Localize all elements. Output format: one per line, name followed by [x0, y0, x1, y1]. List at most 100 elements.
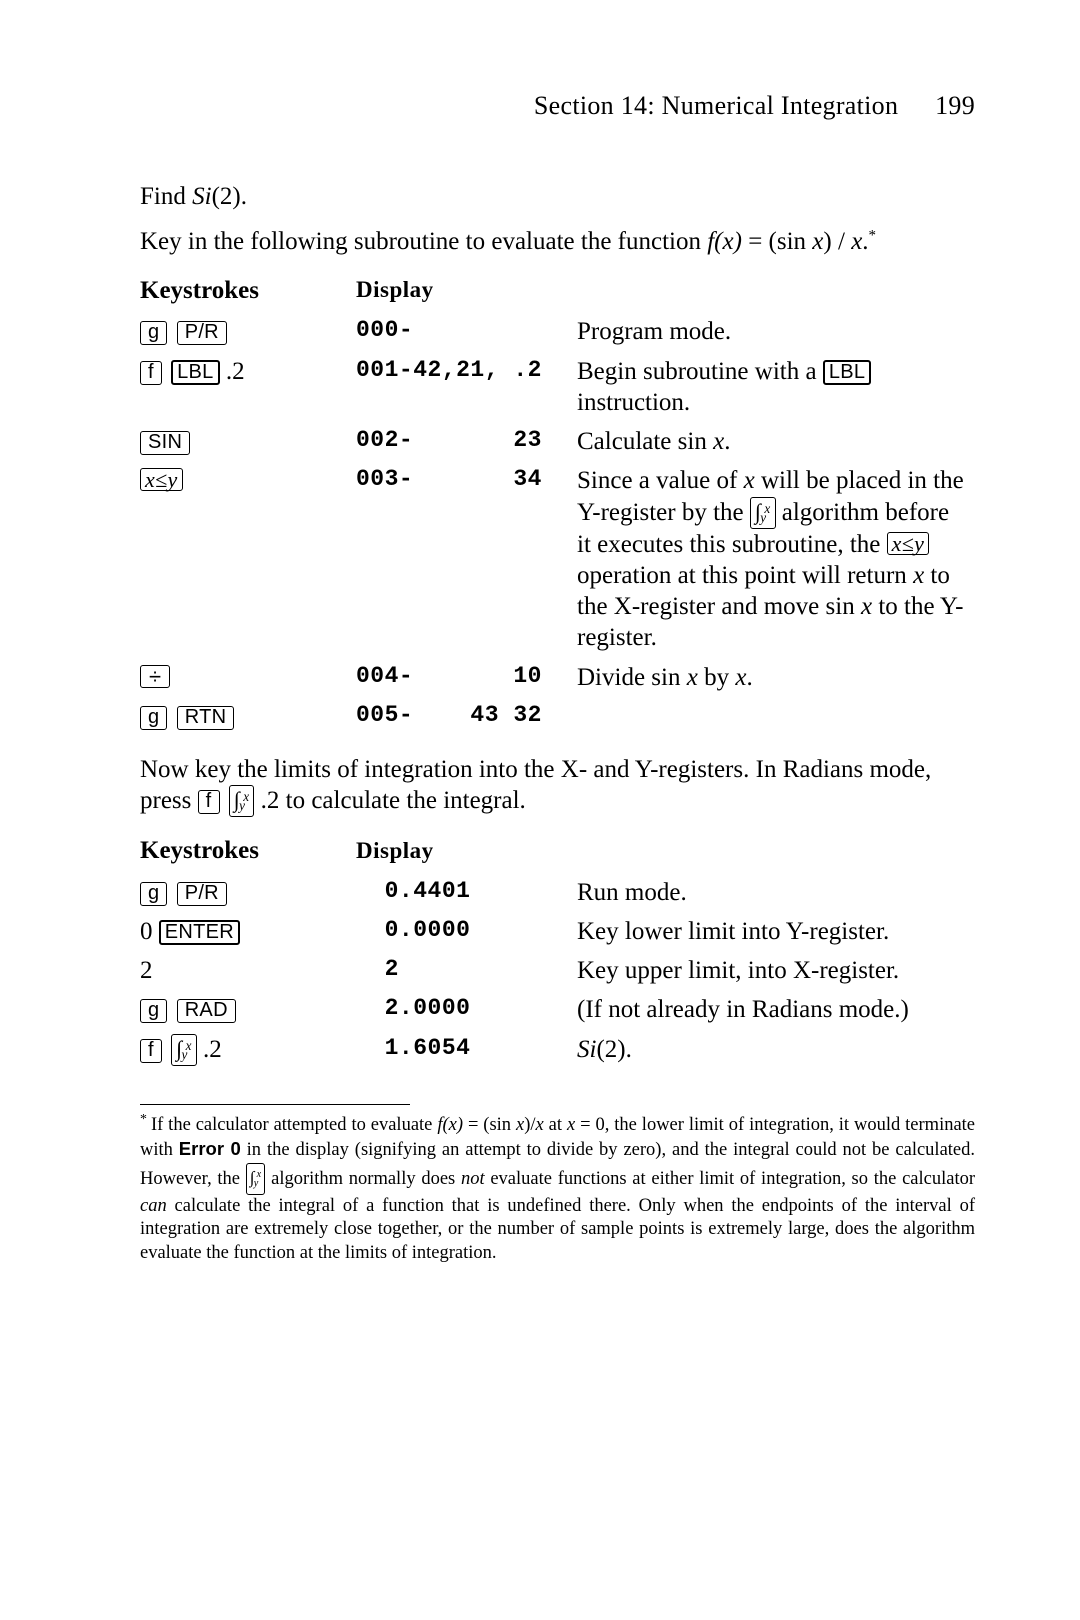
key-f: f	[198, 790, 220, 814]
explain-cell: Since a value of x will be placed in the…	[577, 461, 975, 657]
table-row: g P/R 0.4401 Run mode.	[140, 873, 975, 912]
explain-cell: Key upper limit, into X-register.	[577, 951, 975, 990]
table-row: 2 2 Key upper limit, into X-register.	[140, 951, 975, 990]
error-label: Error 0	[179, 1138, 241, 1159]
math: x	[516, 1115, 524, 1135]
table-row: f LBL .2 001-42,21, .2 Begin subroutine …	[140, 352, 975, 423]
display-cell: 002- 23	[356, 422, 577, 461]
math: x	[687, 664, 698, 691]
keystroke-table-2: Keystrokes Display g P/R 0.4401 Run mode…	[140, 831, 975, 1069]
key-sin: SIN	[140, 431, 190, 455]
display-cell: 003- 34	[356, 461, 577, 657]
display-cell: 001-42,21, .2	[356, 352, 577, 423]
text: evaluate functions at either limit of in…	[485, 1169, 975, 1189]
explain-cell: Key lower limit into Y-register.	[577, 912, 975, 951]
col-header-display: Display	[356, 271, 577, 312]
suffix-text: .2	[220, 358, 245, 385]
mid-paragraph: Now key the limits of integration into t…	[140, 754, 975, 817]
key-integrate-inline: yx	[246, 1163, 266, 1195]
text: ) /	[823, 228, 851, 255]
math: f(x)	[707, 228, 742, 255]
math: x	[812, 228, 823, 255]
table-row: ÷ 004- 10 Divide sin x by x.	[140, 658, 975, 697]
key-enter: ENTER	[159, 920, 240, 945]
display-cell: 1.6054	[356, 1030, 577, 1070]
explain-cell: Program mode.	[577, 312, 975, 351]
text: If the calculator attempted to evaluate	[151, 1115, 437, 1135]
display-cell: 000-	[356, 312, 577, 351]
key-xswapy: x≤y	[140, 468, 183, 491]
text: = (sin	[742, 228, 812, 255]
math: x	[913, 562, 924, 589]
footnote-rule	[140, 1104, 410, 1105]
display-cell: 2.0000	[356, 990, 577, 1029]
text: )/	[524, 1115, 535, 1135]
key-pr: P/R	[177, 882, 227, 906]
text: operation at this point will return	[577, 562, 913, 589]
text: Key in the following subroutine to evalu…	[140, 228, 707, 255]
math: x	[851, 228, 862, 255]
intro-line-2: Key in the following subroutine to evalu…	[140, 226, 975, 257]
running-header: Section 14: Numerical Integration 199	[140, 90, 975, 123]
text: at	[544, 1115, 567, 1135]
text: = (sin	[463, 1115, 516, 1135]
text: Find	[140, 183, 192, 210]
key-g: g	[140, 999, 167, 1023]
text: .2 to calculate the integral.	[254, 787, 525, 814]
col-header-display: Display	[356, 831, 577, 872]
key-lbl: LBL	[171, 360, 220, 385]
col-header-keystrokes: Keystrokes	[140, 831, 356, 872]
math: f(x)	[437, 1115, 463, 1135]
emph: can	[140, 1196, 167, 1216]
explain-cell: (If not already in Radians mode.)	[577, 990, 975, 1029]
key-lbl-inline: LBL	[823, 360, 872, 385]
key-g: g	[140, 706, 167, 730]
text: (2).	[212, 183, 247, 210]
section-title: Section 14: Numerical Integration	[534, 91, 898, 120]
col-header-keystrokes: Keystrokes	[140, 271, 356, 312]
key-rtn: RTN	[177, 706, 235, 730]
explain-cell	[577, 697, 975, 736]
key-integrate: yx	[171, 1034, 197, 1066]
col-header-blank	[577, 831, 975, 872]
table-row: g RTN 005- 43 32	[140, 697, 975, 736]
math: x	[744, 467, 755, 494]
display-cell: 0.0000	[356, 912, 577, 951]
key-g: g	[140, 321, 167, 345]
key-divide: ÷	[140, 665, 170, 688]
text: Begin subroutine with a	[577, 358, 823, 385]
key-f: f	[140, 361, 162, 385]
text: algorithm normally does	[265, 1169, 461, 1189]
display-cell: 004- 10	[356, 658, 577, 697]
explain-cell: Divide sin x by x.	[577, 658, 975, 697]
math: x	[567, 1115, 575, 1135]
text: (2).	[596, 1036, 631, 1063]
table-row: x≤y 003- 34 Since a value of x will be p…	[140, 461, 975, 657]
emph: not	[461, 1169, 485, 1189]
math: Si	[577, 1036, 596, 1063]
table-row: g RAD 2.0000 (If not already in Radians …	[140, 990, 975, 1029]
table-row: g P/R 000- Program mode.	[140, 312, 975, 351]
footnote-marker: *	[869, 227, 877, 243]
math: x	[536, 1115, 544, 1135]
text: by	[698, 664, 736, 691]
key-integrate: yx	[229, 785, 255, 817]
table-row: SIN 002- 23 Calculate sin x.	[140, 422, 975, 461]
col-header-blank	[577, 271, 975, 312]
text: Calculate sin	[577, 428, 713, 455]
page-number: 199	[935, 90, 975, 123]
text: calculate the integral of a function tha…	[140, 1196, 975, 1263]
display-cell: 0.4401	[356, 873, 577, 912]
key-xswapy-inline: x≤y	[887, 532, 930, 555]
footnote-marker: *	[140, 1112, 147, 1127]
table-row: f yx .2 1.6054 Si(2).	[140, 1030, 975, 1070]
key-g: g	[140, 882, 167, 906]
raw-text: 2	[140, 957, 153, 984]
text: instruction.	[577, 389, 690, 416]
explain-cell: Calculate sin x.	[577, 422, 975, 461]
explain-cell: Run mode.	[577, 873, 975, 912]
keystroke-table-1: Keystrokes Display g P/R 000- Program mo…	[140, 271, 975, 736]
key-pr: P/R	[177, 321, 227, 345]
display-cell: 005- 43 32	[356, 697, 577, 736]
explain-cell: Begin subroutine with a LBL instruction.	[577, 352, 975, 423]
